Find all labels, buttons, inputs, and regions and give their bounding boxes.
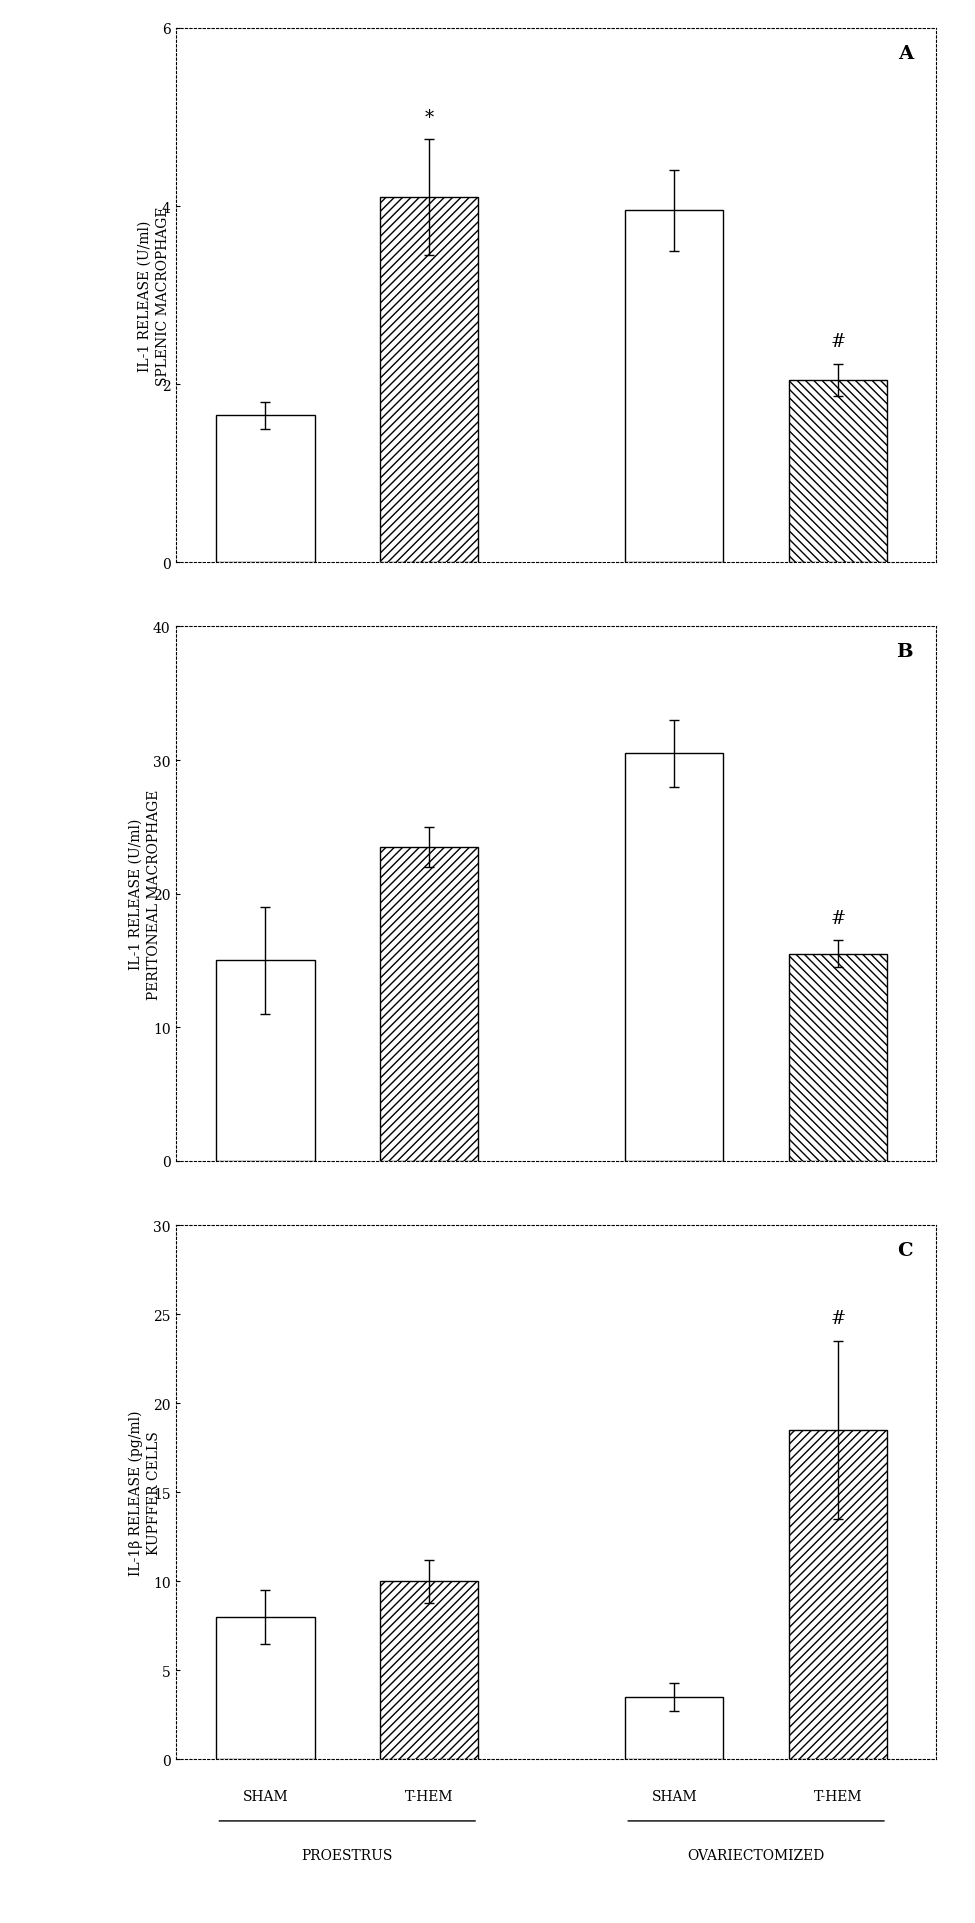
Text: T-HEM: T-HEM [405,1788,453,1804]
Text: OVARIECTOMIZED: OVARIECTOMIZED [687,1848,825,1861]
Bar [216,415,315,563]
Bar [380,198,478,563]
Y-axis label: IL-1β RELEASE (pg/ml)
KUPFFER CELLS: IL-1β RELEASE (pg/ml) KUPFFER CELLS [129,1410,161,1575]
Text: #: # [831,1310,845,1327]
Text: C: C [898,1242,914,1260]
Bar [789,381,887,563]
Bar [380,848,478,1161]
Y-axis label: IL-1 RELEASE (U/ml)
PERITONEAL MACROPHAGE: IL-1 RELEASE (U/ml) PERITONEAL MACROPHAG… [129,788,161,1000]
Text: *: * [424,110,434,127]
Bar [216,1617,315,1760]
Bar [789,954,887,1161]
Text: A: A [898,44,914,63]
Text: #: # [831,910,845,927]
Bar [625,754,723,1161]
Text: B: B [897,642,914,662]
Bar [216,962,315,1161]
Text: SHAM: SHAM [243,1788,289,1804]
Bar [625,212,723,563]
Bar [625,1698,723,1760]
Text: T-HEM: T-HEM [813,1788,862,1804]
Text: #: # [831,333,845,352]
Bar [789,1431,887,1760]
Y-axis label: IL-1 RELEASE (U/ml)
SPLENIC MACROPHAGE: IL-1 RELEASE (U/ml) SPLENIC MACROPHAGE [137,206,170,387]
Text: PROESTRUS: PROESTRUS [301,1848,393,1861]
Bar [380,1581,478,1760]
Text: SHAM: SHAM [651,1788,697,1804]
